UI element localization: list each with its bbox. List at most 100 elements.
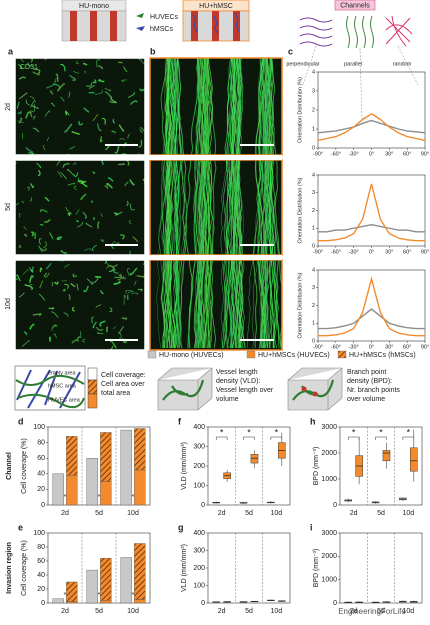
series-line [317, 112, 426, 142]
vessel-texture [56, 236, 63, 241]
stain-label: CD31 [20, 64, 38, 71]
bar [100, 432, 112, 482]
plot-frame [339, 532, 423, 604]
orientation-label: random [393, 61, 412, 67]
bar [134, 428, 146, 471]
vessel-texture [101, 117, 106, 125]
vessel-texture [43, 241, 47, 248]
x-tick-label: -30° [349, 151, 359, 157]
vessel-texture [121, 316, 128, 320]
vessel-texture [137, 288, 143, 292]
vessel-texture [266, 58, 275, 349]
x-tick-label: -60° [331, 249, 341, 255]
bar [86, 569, 98, 604]
vessel-texture [98, 78, 105, 83]
vessel-texture [100, 239, 104, 243]
y-tick-label: 2000 [321, 553, 337, 560]
vessel-texture [269, 58, 282, 349]
significance: * [407, 427, 411, 437]
vessel-texture [126, 268, 130, 276]
y-axis-label: VLD (mm/mm³) [181, 442, 188, 490]
vessel-texture [132, 236, 139, 243]
vessel-texture [43, 272, 50, 278]
y-tick-label: 40 [37, 471, 45, 478]
bar [86, 458, 98, 506]
bar [100, 600, 112, 604]
x-tick-label: 90° [421, 249, 429, 255]
significance: * [98, 592, 101, 599]
x-tick-label: -60° [331, 151, 341, 157]
vessel-texture [91, 316, 94, 324]
vessel-texture [68, 91, 71, 98]
significance-bracket [243, 436, 255, 440]
vessel-texture [123, 294, 126, 299]
orientation-label: perpendicular [286, 61, 319, 67]
panel-letter: e [18, 522, 23, 532]
vessel-texture [56, 159, 62, 166]
vld-text: density (VLD): [216, 378, 260, 385]
coverage-part: empty area [48, 370, 76, 376]
vessel-texture [73, 185, 77, 191]
vessel-texture [108, 268, 114, 273]
vessel-texture [134, 280, 137, 286]
vessel-texture [109, 340, 117, 349]
chart: e Cell coverage (%) 0 20 40 60 80 100 2d * 5d * 10d * [18, 522, 151, 615]
y-tick-label: 300 [193, 443, 205, 450]
parallel-icon [346, 15, 374, 49]
vessel-texture [62, 163, 70, 168]
y-tick-label: 1 [312, 321, 315, 327]
vessel-texture [165, 58, 177, 349]
pointer-lines [302, 45, 419, 121]
y-tick-label: 200 [193, 565, 205, 572]
x-tick-label: 30° [385, 344, 393, 350]
vessel-texture [49, 90, 54, 95]
vessel-texture [128, 220, 132, 225]
vessel-texture [69, 74, 76, 79]
vessel-texture [57, 170, 63, 178]
vessel-texture [19, 92, 28, 100]
x-tick-label: 2d [218, 608, 226, 615]
vessel-texture [64, 263, 70, 268]
vessel-texture [91, 277, 99, 284]
coverage-bar-empty [87, 367, 98, 381]
vessel-texture [187, 58, 200, 349]
vessel-texture [64, 110, 68, 116]
vessel-texture [27, 284, 33, 286]
channels-box [334, 0, 376, 11]
vessel-texture [31, 103, 35, 113]
vessel-texture [39, 223, 44, 226]
vessel-texture [127, 91, 135, 99]
hmsc-cells [192, 12, 240, 35]
vessel-texture [53, 77, 57, 83]
vessel-texture [36, 162, 42, 169]
x-tick-label: 30° [385, 249, 393, 255]
coverage-text: Cell area over [101, 381, 145, 388]
y-tick-label: 0 [201, 502, 205, 509]
y-tick-label: 60 [37, 558, 45, 565]
vessel-texture [197, 58, 208, 349]
vessel-texture [65, 206, 73, 214]
vessel-texture [17, 120, 25, 124]
x-tick-label: 5d [245, 510, 253, 517]
vessel-texture [45, 262, 52, 270]
vessel-texture [25, 111, 32, 119]
vessel-texture [110, 265, 116, 271]
vessel-texture [80, 193, 87, 201]
vessel-texture [193, 58, 203, 349]
significance: * [64, 494, 67, 501]
vld-text: Vessel length over [216, 387, 274, 394]
y-tick-label: 1 [312, 126, 315, 132]
vessel-texture [138, 58, 141, 61]
vessel-texture [85, 222, 93, 228]
vessel-texture [84, 248, 92, 252]
vessel-texture [130, 203, 136, 211]
vessel-texture [139, 126, 145, 133]
vessel-texture [76, 283, 80, 291]
cube [287, 367, 343, 411]
vessel-texture [70, 282, 76, 288]
vessel-texture [71, 306, 75, 312]
vessel-texture [127, 291, 133, 294]
vessel-texture [43, 145, 46, 151]
series-line [318, 308, 425, 330]
